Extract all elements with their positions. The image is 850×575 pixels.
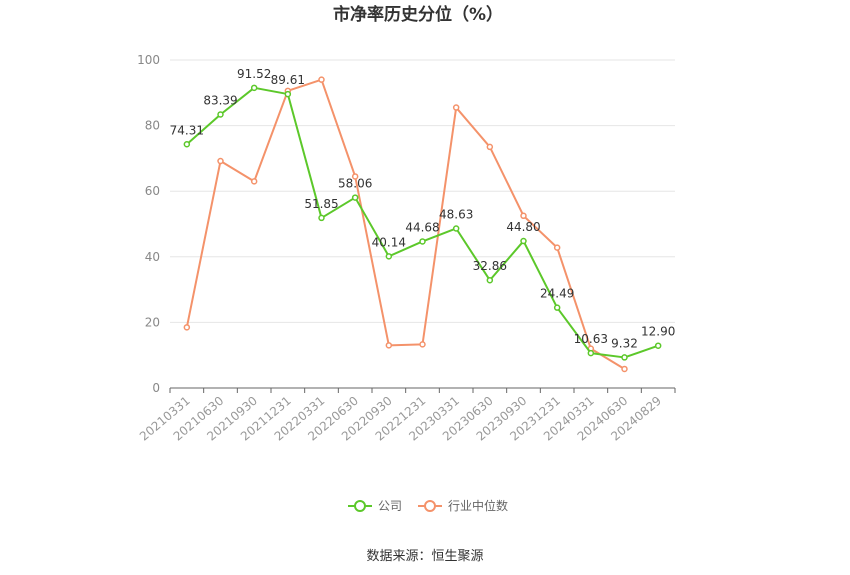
data-label: 48.63 [439,207,473,221]
series-point-1 [486,143,494,151]
data-label: 58.06 [338,177,372,191]
data-label: 91.52 [237,67,271,81]
series-point-1 [183,324,191,331]
legend[interactable]: 公司 行业中位数 [348,498,508,513]
data-label: 40.14 [372,235,406,249]
series-group [183,76,662,373]
grid-lines [170,59,675,323]
data-label: 51.85 [304,197,338,211]
data-label: 10.63 [574,332,608,346]
y-tick-label: 100 [137,53,160,67]
y-tick-label: 0 [152,381,160,395]
series-point-0 [520,237,527,245]
y-tick-label: 60 [145,184,160,198]
legend-marker-1 [424,500,436,512]
data-label: 74.31 [170,123,204,137]
data-label: 12.90 [641,325,675,339]
data-label: 44.68 [405,220,439,234]
source-text: 数据来源：恒生聚源 [366,549,483,564]
series-point-0 [385,253,393,260]
series-point-1 [217,157,224,165]
series-point-1 [553,244,561,251]
series-point-0 [587,349,595,357]
data-label: 9.32 [611,336,638,350]
y-axis-ticks: 0 20 40 60 80 100 [137,53,160,395]
series-point-0 [621,354,628,361]
series-point-0 [250,84,258,92]
series-point-1 [452,104,460,111]
data-label: 44.80 [506,220,540,234]
series-point-0 [419,238,426,245]
y-tick-label: 20 [145,315,160,329]
series-point-0 [318,214,325,222]
legend-marker-0 [354,500,366,512]
x-axis: 2021033120210630202109302021123120220331… [137,387,676,444]
series-point-1 [520,212,527,220]
legend-label-1[interactable]: 行业中位数 [448,498,508,513]
series-point-0 [553,304,561,311]
data-label: 89.61 [271,73,305,87]
y-tick-label: 40 [145,250,160,264]
series-point-0 [217,111,224,118]
series-point-0 [486,276,494,284]
data-label: 83.39 [203,93,237,107]
series-point-0 [284,90,292,98]
series-point-0 [183,141,191,148]
series-point-0 [351,194,359,201]
series-point-1 [351,173,359,180]
data-label: 32.86 [473,259,507,273]
series-line-1 [185,78,626,370]
series-point-0 [654,342,662,349]
series-point-1 [318,76,325,83]
series-point-1 [385,342,393,349]
data-label: 24.49 [540,287,574,301]
y-tick-label: 80 [145,119,160,133]
legend-label-0[interactable]: 公司 [378,499,402,513]
series-point-1 [419,341,426,348]
series-point-0 [452,225,460,232]
series-point-1 [250,178,258,185]
series-point-1 [621,365,628,373]
chart-title: 市净率历史分位（%） [333,4,503,25]
